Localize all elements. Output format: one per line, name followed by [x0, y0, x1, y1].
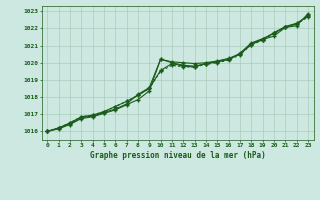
- X-axis label: Graphe pression niveau de la mer (hPa): Graphe pression niveau de la mer (hPa): [90, 151, 266, 160]
